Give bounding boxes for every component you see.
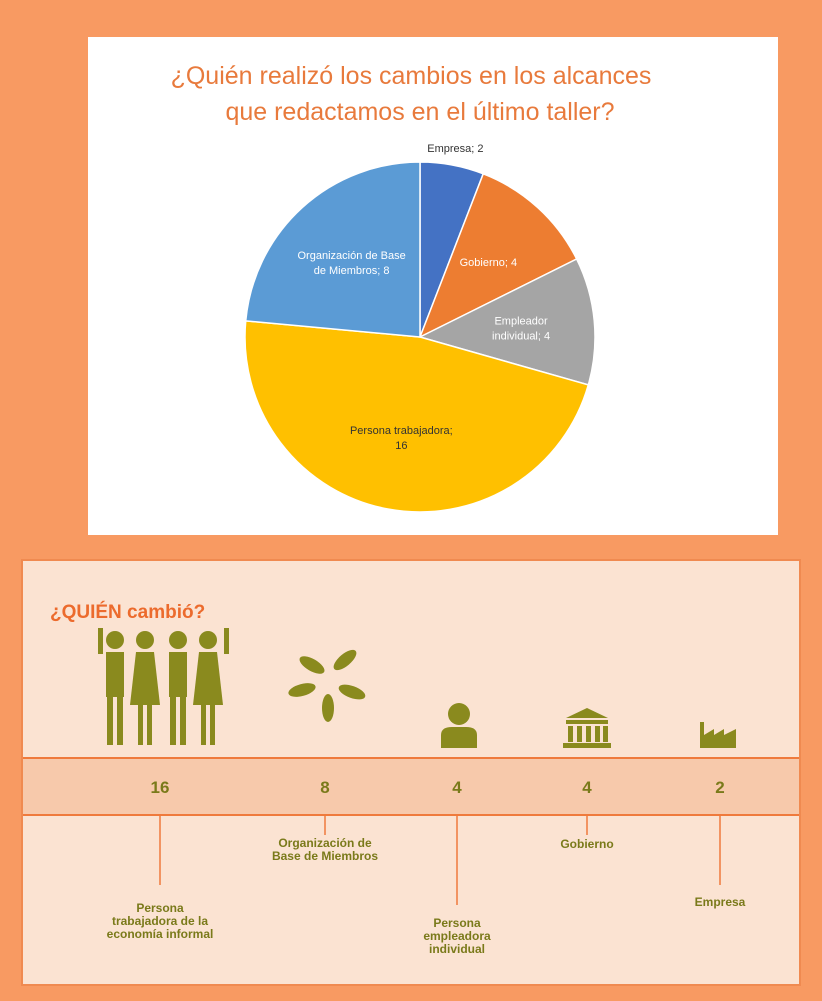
value-band (23, 758, 799, 815)
icon-factory (700, 722, 736, 748)
item-label: Base de Miembros (272, 849, 378, 863)
pie-slice (417, 257, 596, 386)
slice-label: Organización de Base de Miembros; 8 (298, 250, 406, 277)
slice-label: Persona trabajadora; 16 (350, 425, 453, 452)
count: 8 (320, 778, 329, 797)
item-label: Empresa (695, 895, 746, 909)
icon-hands (288, 649, 366, 722)
slice-label: Empleador individual; 4 (492, 316, 550, 343)
icon-people (98, 628, 229, 745)
count: 2 (715, 778, 724, 797)
slice-label: Gobierno; 4 (460, 257, 517, 269)
chart-title: ¿Quién realizó los cambios en los alcanc… (171, 62, 652, 90)
item-label: Persona (433, 916, 481, 930)
pie: Empresa; 2 Gobierno; 4 Empleador individual… (244, 143, 596, 513)
pie-slice (244, 161, 421, 338)
item-label: Persona (136, 901, 184, 915)
chart-title: que redactamos en el último taller? (225, 98, 614, 126)
count: 4 (452, 778, 462, 797)
item-label: economía informal (107, 927, 214, 941)
item-label: Organización de (278, 836, 372, 850)
panel-title: ¿QUIÉN cambió? (50, 601, 205, 623)
count: 16 (151, 778, 170, 797)
icon-government (563, 708, 611, 748)
slice-label: Empresa; 2 (427, 143, 483, 155)
item-label: trabajadora de la (112, 914, 208, 928)
count: 4 (582, 778, 592, 797)
item-label: empleadora (423, 929, 491, 943)
item-label: individual (429, 942, 485, 956)
pie-slice (244, 320, 590, 513)
icon-employer (441, 703, 477, 748)
item-label: Gobierno (560, 837, 613, 851)
pie-slice (418, 172, 578, 339)
